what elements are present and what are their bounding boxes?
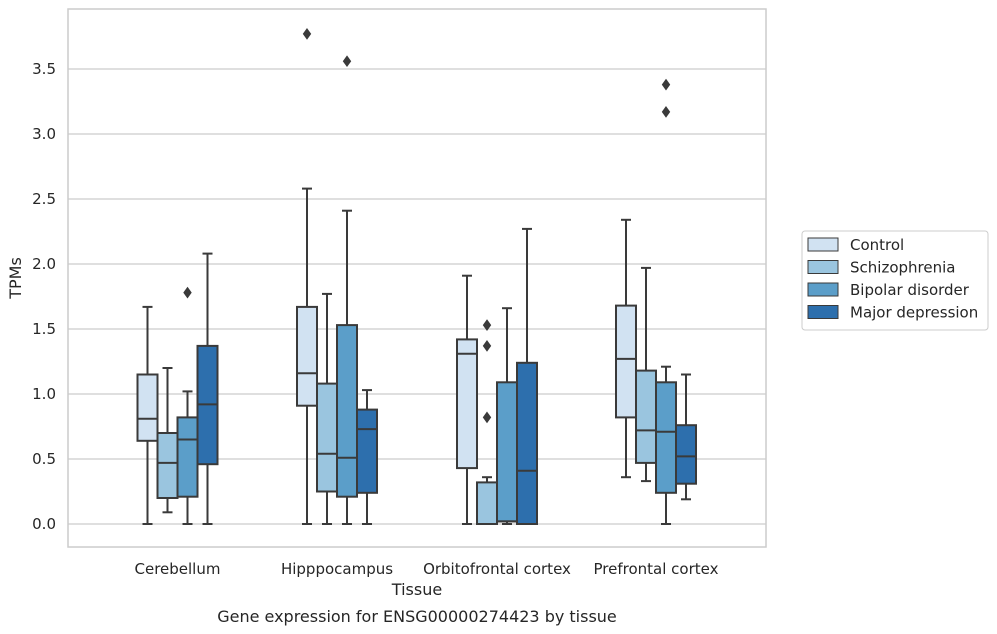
box-major-depression bbox=[196, 252, 219, 525]
y-tick-label: 0.0 bbox=[32, 515, 56, 533]
legend-label: Schizophrenia bbox=[850, 259, 955, 277]
box-control bbox=[136, 305, 159, 525]
x-tick-label: Cerebellum bbox=[135, 560, 221, 578]
outlier-point bbox=[302, 28, 312, 40]
legend-label: Bipolar disorder bbox=[850, 281, 970, 299]
legend-label: Control bbox=[850, 236, 904, 254]
outlier-point bbox=[482, 340, 492, 352]
y-tick-label: 2.5 bbox=[32, 190, 56, 208]
x-axis-ticks: Cerebellum Hipppocampus Orbitofrontal cort… bbox=[135, 560, 719, 578]
box-major-depression bbox=[356, 389, 378, 525]
box-iqr bbox=[156, 432, 179, 499]
outlier-point bbox=[661, 78, 671, 91]
chart-caption: Gene expression for ENSG00000274423 by t… bbox=[217, 607, 617, 626]
outlier-point bbox=[661, 106, 671, 118]
box-iqr bbox=[336, 324, 358, 498]
box-bipolar-disorder bbox=[655, 78, 677, 525]
y-axis-title: TPMs bbox=[6, 257, 25, 300]
box-iqr bbox=[136, 373, 159, 442]
box-iqr bbox=[496, 381, 518, 523]
outlier-point bbox=[342, 55, 352, 68]
legend-frame bbox=[801, 230, 989, 331]
legend-swatch bbox=[807, 260, 839, 274]
x-tick-label: Hipppocampus bbox=[281, 560, 393, 578]
box-iqr bbox=[176, 416, 199, 498]
legend-swatch bbox=[807, 282, 839, 297]
outlier-point bbox=[482, 319, 492, 331]
y-tick-label: 1.0 bbox=[32, 385, 56, 403]
box-schizophrenia bbox=[156, 367, 179, 514]
box-control bbox=[615, 218, 637, 479]
legend: Control Schizophrenia Bipolar disorder Majo… bbox=[801, 230, 989, 331]
outlier-point bbox=[482, 411, 492, 424]
x-tick-label: Prefrontal cortex bbox=[594, 560, 719, 578]
x-tick-label: Orbitofrontal cortex bbox=[423, 560, 571, 578]
y-tick-label: 2.0 bbox=[32, 255, 56, 273]
box-iqr bbox=[615, 304, 637, 419]
y-tick-label: 1.5 bbox=[32, 320, 56, 338]
box-groups bbox=[136, 28, 697, 525]
legend-swatch bbox=[807, 237, 839, 252]
box-iqr bbox=[516, 361, 538, 525]
box-major-depression bbox=[516, 227, 538, 525]
box-control bbox=[456, 274, 478, 525]
box-iqr bbox=[675, 424, 697, 485]
y-tick-label: 3.5 bbox=[32, 60, 56, 78]
box-iqr bbox=[476, 481, 498, 525]
y-tick-label: 0.5 bbox=[32, 450, 56, 468]
legend-label: Major depression bbox=[850, 304, 978, 322]
x-axis-title: Tissue bbox=[391, 580, 442, 599]
box-major-depression bbox=[675, 373, 697, 501]
box-iqr bbox=[316, 382, 338, 493]
outlier-point bbox=[183, 286, 192, 299]
box-iqr bbox=[635, 369, 657, 464]
legend-swatch bbox=[807, 305, 839, 319]
box-iqr bbox=[456, 338, 478, 470]
box-iqr bbox=[655, 381, 677, 494]
box-iqr bbox=[356, 408, 378, 494]
y-axis-ticks: 0.0 0.5 1.0 1.5 2.0 2.5 3.0 3.5 bbox=[32, 60, 56, 533]
box-iqr bbox=[296, 305, 318, 407]
y-tick-label: 3.0 bbox=[32, 125, 56, 143]
box-control bbox=[296, 28, 318, 525]
